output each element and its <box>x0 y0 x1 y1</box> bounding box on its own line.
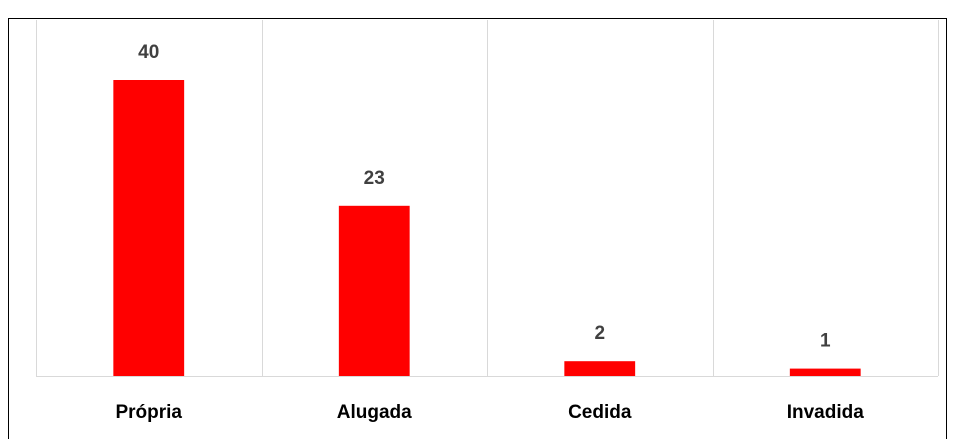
x-tick-label: Cedida <box>568 402 632 423</box>
bar <box>564 361 636 376</box>
value-label: 2 <box>594 323 605 344</box>
x-tick-label: Própria <box>115 402 182 423</box>
bar <box>113 80 185 376</box>
chart-border <box>8 18 947 439</box>
value-label: 1 <box>820 331 831 352</box>
value-label: 23 <box>364 168 385 189</box>
x-tick-label: Alugada <box>337 402 412 423</box>
separators <box>36 20 939 376</box>
x-tick-label: Invadida <box>787 402 865 423</box>
value-label: 40 <box>138 42 159 63</box>
bar <box>789 368 861 376</box>
bar <box>338 205 410 376</box>
